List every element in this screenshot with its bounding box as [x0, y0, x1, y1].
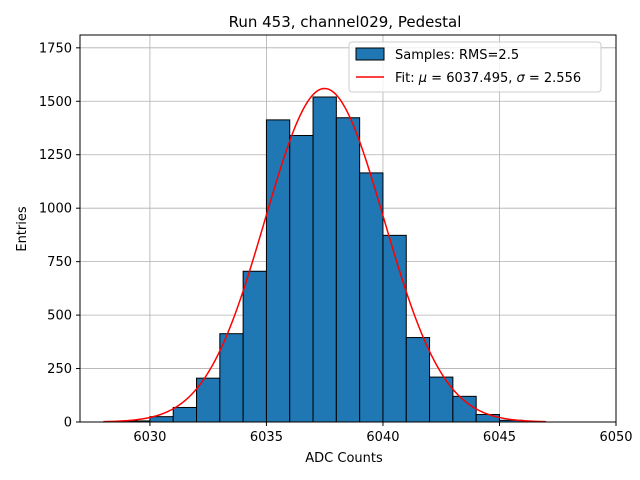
legend-fit-sigma-symbol: σ [517, 71, 526, 86]
plot-frame [79, 34, 617, 423]
x-tick-label: 6035 [250, 430, 283, 445]
y-axis-label: Entries [15, 206, 30, 252]
x-axis-label: ADC Counts [305, 451, 383, 466]
y-tick-label: 1500 [39, 95, 72, 110]
histogram-bar [242, 270, 267, 423]
x-tick-label: 6045 [483, 430, 516, 445]
x-tick-label: 6050 [599, 430, 632, 445]
histogram-bar [172, 406, 198, 423]
legend: Samples: RMS=2.5 Fit: μ = 6037.495, σ = … [348, 41, 602, 93]
legend-fit-label: Fit: μ = 6037.495, σ = 2.556 [395, 71, 581, 86]
legend-fit-sigma-value: = 2.556 [525, 71, 581, 86]
legend-fit-mu-symbol: μ [418, 71, 427, 86]
legend-fit-mu-value: = 6037.495, [427, 71, 516, 86]
histogram-bar [475, 414, 500, 423]
histogram-bar [359, 172, 384, 423]
histogram-bar [219, 333, 244, 423]
x-tick-label: 6040 [366, 430, 399, 445]
legend-fit-prefix: Fit: [395, 71, 419, 86]
histogram-bar [405, 337, 431, 423]
histogram-bars [126, 96, 524, 423]
fit-curve-group [103, 87, 547, 423]
y-tick-label: 1250 [39, 148, 72, 163]
y-tick-label: 500 [47, 309, 72, 324]
fit-curve [103, 87, 547, 423]
histogram-bar [382, 234, 407, 423]
histogram-bar [149, 416, 174, 423]
x-axis-ticks: 6030 6035 6040 6045 6050 [133, 422, 633, 445]
y-tick-label: 0 [64, 416, 72, 431]
chart-title: Run 453, channel029, Pedestal [229, 13, 462, 31]
x-tick-label: 6030 [133, 430, 166, 445]
y-tick-label: 750 [47, 255, 72, 270]
legend-histogram-swatch [355, 47, 385, 61]
y-tick-label: 250 [47, 362, 72, 377]
histogram-bar [265, 119, 291, 423]
legend-histogram-label: Samples: RMS=2.5 [395, 48, 519, 63]
histogram-bar [312, 96, 337, 423]
y-tick-label: 1750 [39, 41, 72, 56]
y-axis-ticks: 0 250 500 750 1000 1250 1500 1750 [39, 41, 80, 431]
histogram-bar [335, 117, 361, 423]
histogram-bar [289, 134, 314, 423]
y-tick-label: 1000 [39, 202, 72, 217]
legend-box [348, 41, 602, 93]
